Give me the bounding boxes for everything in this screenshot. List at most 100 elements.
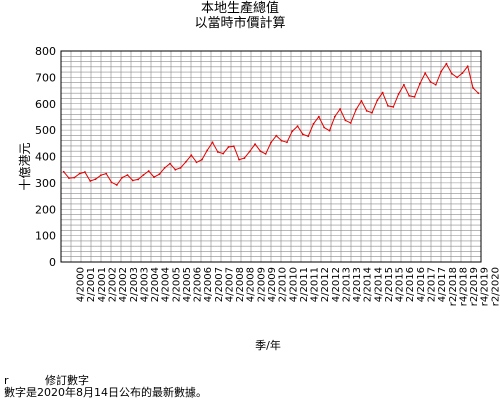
data-point bbox=[142, 174, 145, 176]
x-tick-label: 4/2005 bbox=[182, 267, 193, 302]
data-point bbox=[105, 172, 108, 175]
data-point bbox=[232, 145, 235, 148]
x-tick-label: 2/2005 bbox=[171, 267, 182, 302]
footnote-release-note: 數字是2020年8月14日公布的最新數據。 bbox=[4, 386, 207, 399]
x-tick-label: 2/2016 bbox=[405, 267, 416, 302]
x-tick-label: 2/2007 bbox=[214, 267, 225, 302]
data-point bbox=[307, 135, 310, 138]
x-tick-label: r2/2018 bbox=[448, 267, 459, 306]
y-tick-label: 500 bbox=[35, 124, 56, 137]
data-point bbox=[301, 133, 304, 136]
data-point bbox=[440, 70, 443, 73]
data-point bbox=[185, 160, 187, 163]
x-tick-label: 4/2011 bbox=[310, 267, 321, 302]
data-point bbox=[477, 92, 480, 95]
data-point bbox=[99, 174, 102, 177]
data-point bbox=[472, 87, 474, 89]
x-tick-label: 4/2006 bbox=[203, 267, 214, 302]
data-point bbox=[243, 157, 246, 159]
data-point bbox=[227, 146, 230, 148]
data-point bbox=[200, 158, 203, 161]
x-tick-label: 2/2013 bbox=[341, 267, 352, 302]
y-axis-tick-labels: 0 100 200 300 400 500 600 700 800 bbox=[35, 45, 56, 269]
data-point bbox=[270, 141, 272, 144]
data-point bbox=[434, 83, 437, 86]
x-tick-label: 4/2014 bbox=[373, 267, 384, 302]
y-tick-label: 0 bbox=[49, 256, 56, 269]
data-point bbox=[291, 130, 294, 133]
data-point bbox=[376, 99, 379, 102]
data-point bbox=[296, 125, 299, 128]
x-tick-label: 4/2002 bbox=[118, 267, 129, 302]
data-point bbox=[84, 171, 86, 173]
data-point bbox=[365, 109, 368, 112]
chart-title-line-2: 以當時市價計算 bbox=[194, 15, 285, 31]
x-axis-label: 季/年 bbox=[255, 338, 281, 352]
data-point bbox=[408, 94, 411, 97]
data-point bbox=[403, 83, 405, 86]
x-tick-label: 2/2004 bbox=[150, 267, 161, 302]
data-point bbox=[333, 115, 336, 118]
x-tick-label: r2/2019 bbox=[469, 267, 480, 306]
x-tick-label: 4/2004 bbox=[161, 267, 172, 302]
x-tick-label: r4/2019 bbox=[480, 267, 491, 306]
x-tick-label: r2/2020 bbox=[490, 267, 500, 306]
data-point bbox=[456, 76, 458, 79]
data-point bbox=[216, 151, 219, 153]
data-point bbox=[445, 62, 448, 65]
data-point bbox=[169, 162, 171, 165]
data-point bbox=[424, 72, 427, 75]
data-point bbox=[259, 150, 262, 153]
series-line bbox=[62, 62, 480, 186]
x-tick-label: 4/2012 bbox=[331, 267, 342, 302]
x-tick-label: 4/2007 bbox=[224, 267, 235, 302]
data-point bbox=[355, 108, 357, 111]
data-point bbox=[190, 154, 193, 157]
data-point bbox=[413, 95, 416, 98]
x-axis-tick-labels: 4/2000 2/2001 4/2001 2/2002 4/2002 2/2003 4/20… bbox=[76, 267, 500, 306]
x-tick-label: 4/2015 bbox=[395, 267, 406, 302]
x-tick-label: 4/2010 bbox=[288, 267, 299, 302]
data-point bbox=[392, 106, 395, 108]
data-point bbox=[179, 166, 182, 169]
y-tick-label: 700 bbox=[35, 71, 56, 84]
x-tick-label: 2/2012 bbox=[320, 267, 331, 302]
data-point bbox=[78, 172, 81, 175]
x-tick-label: 2/2010 bbox=[278, 267, 289, 302]
y-tick-label: 800 bbox=[35, 45, 56, 58]
data-point bbox=[349, 122, 352, 124]
data-point bbox=[381, 91, 384, 94]
y-tick-label: 600 bbox=[35, 98, 56, 111]
x-tick-label: 4/2003 bbox=[139, 267, 150, 302]
data-point bbox=[466, 65, 469, 68]
x-tick-label: 2/2006 bbox=[193, 267, 204, 302]
chart-title-group: 本地生產總值 以當時市價計算 bbox=[194, 0, 285, 31]
x-tick-label: 2/2015 bbox=[384, 267, 395, 302]
x-tick-label: 2/2003 bbox=[129, 267, 140, 302]
data-point bbox=[121, 176, 124, 179]
data-point bbox=[280, 139, 283, 142]
grid-lines bbox=[61, 51, 481, 262]
data-point bbox=[222, 152, 225, 155]
data-point bbox=[126, 174, 129, 176]
x-tick-label: 2/2017 bbox=[426, 267, 437, 302]
data-point bbox=[323, 126, 326, 129]
data-point bbox=[131, 179, 134, 182]
data-point bbox=[174, 168, 177, 171]
footnote-r-marker: r bbox=[4, 374, 9, 387]
x-tick-label: 4/2000 bbox=[76, 267, 87, 302]
footnote-revised-note: 修訂數字 bbox=[45, 374, 89, 387]
data-point bbox=[195, 161, 198, 164]
x-tick-label: 4/2016 bbox=[416, 267, 427, 302]
data-point bbox=[110, 181, 113, 184]
data-point bbox=[371, 111, 373, 114]
x-tick-label: r4/2018 bbox=[458, 267, 469, 306]
data-point bbox=[461, 72, 464, 75]
data-point bbox=[68, 177, 70, 180]
data-point bbox=[238, 158, 241, 161]
data-point bbox=[147, 170, 150, 172]
y-tick-label: 400 bbox=[35, 151, 56, 164]
data-point bbox=[115, 184, 118, 186]
x-tick-label: 2/2009 bbox=[256, 267, 267, 302]
